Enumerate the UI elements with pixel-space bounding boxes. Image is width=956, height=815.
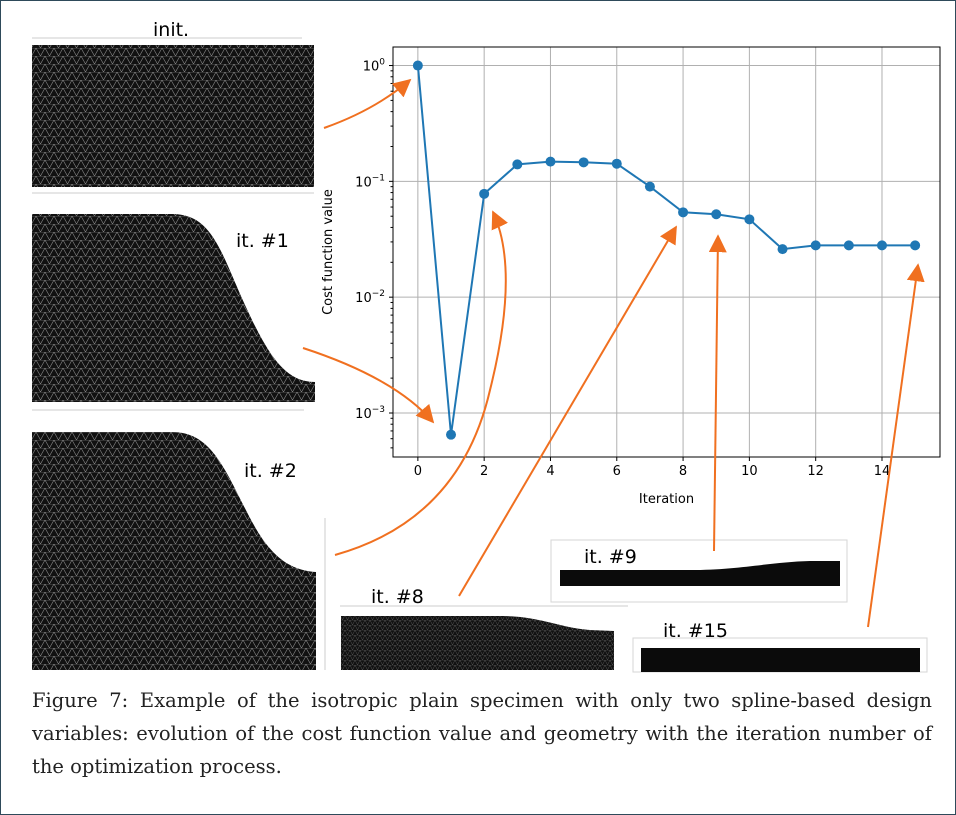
mesh-panel-it2: it. #2	[32, 432, 326, 670]
x-tick-label: 0	[414, 464, 422, 479]
data-point	[512, 159, 523, 170]
mesh-it15	[641, 648, 920, 672]
data-point	[744, 214, 755, 225]
cost-function-chart: 0 2 4 6 8 10 12 14 100 10−1 10−2 10−3 Iteration Co…	[321, 46, 941, 507]
series-points	[412, 60, 921, 440]
data-point	[910, 240, 921, 251]
data-point	[876, 240, 887, 251]
arrow-it1	[302, 347, 435, 424]
data-point	[810, 240, 821, 251]
figure-caption: Figure 7: Example of the isotropic plain…	[32, 689, 932, 778]
x-axis-label: Iteration	[639, 492, 694, 507]
arrow-it2	[334, 210, 508, 556]
chart-grid	[393, 47, 940, 457]
data-point	[578, 157, 589, 168]
mesh-label-it1: it. #1	[236, 230, 289, 252]
mesh-label-it8: it. #8	[371, 586, 424, 608]
y-tick-label: 10−1	[355, 173, 385, 190]
plot-area-frame	[392, 46, 941, 458]
arrow-it9	[708, 234, 727, 552]
x-tick-label: 4	[546, 464, 554, 479]
data-point	[777, 244, 788, 255]
x-tick-label: 14	[874, 464, 891, 479]
data-point	[843, 240, 854, 251]
mesh-label-it9: it. #9	[584, 546, 637, 568]
data-point	[412, 60, 423, 71]
mesh-it1	[32, 214, 315, 402]
panel-border	[550, 539, 848, 603]
mesh-label-it2: it. #2	[244, 460, 297, 482]
data-point	[611, 158, 622, 169]
x-tick-label: 6	[613, 464, 621, 479]
data-point	[644, 181, 655, 192]
x-tick-label: 12	[807, 464, 824, 479]
y-tick-label: 10−3	[355, 405, 385, 422]
y-tick-label: 10−2	[355, 289, 385, 306]
mesh-panel-it15: it. #15	[632, 620, 928, 673]
x-tick-label: 8	[679, 464, 687, 479]
mesh-panel-init: init.	[32, 19, 314, 194]
data-point	[545, 156, 556, 167]
arrow-it15	[867, 263, 925, 628]
mesh-panel-it8: it. #8	[340, 586, 628, 670]
x-tick-label: 2	[480, 464, 488, 479]
mesh-label-it15: it. #15	[663, 620, 728, 642]
mesh-it9	[560, 561, 840, 586]
data-point	[678, 207, 689, 218]
mesh-panel-it9: it. #9	[550, 539, 848, 603]
mesh-it2	[32, 432, 316, 670]
figure-canvas: init. it. #1 it. #2 it. #8 it. #9 it. #1…	[32, 19, 941, 673]
mesh-panel-it1: it. #1	[32, 214, 315, 411]
annotation-arrows	[302, 78, 925, 628]
mesh-it8	[341, 616, 614, 670]
x-tick-label: 10	[741, 464, 758, 479]
series-line	[416, 65, 916, 435]
y-axis-label: Cost function value	[321, 189, 336, 315]
mesh-label-init: init.	[153, 19, 189, 41]
y-tick-label: 100	[363, 58, 386, 75]
y-axis-ticks: 100 10−1 10−2 10−3	[355, 58, 393, 449]
x-axis-ticks: 0 2 4 6 8 10 12 14	[414, 457, 891, 479]
arrow-init	[323, 78, 412, 129]
data-point	[711, 209, 722, 220]
data-point	[446, 429, 457, 440]
mesh-init	[32, 45, 314, 187]
data-point	[479, 188, 490, 199]
arrow-it8	[458, 225, 677, 597]
